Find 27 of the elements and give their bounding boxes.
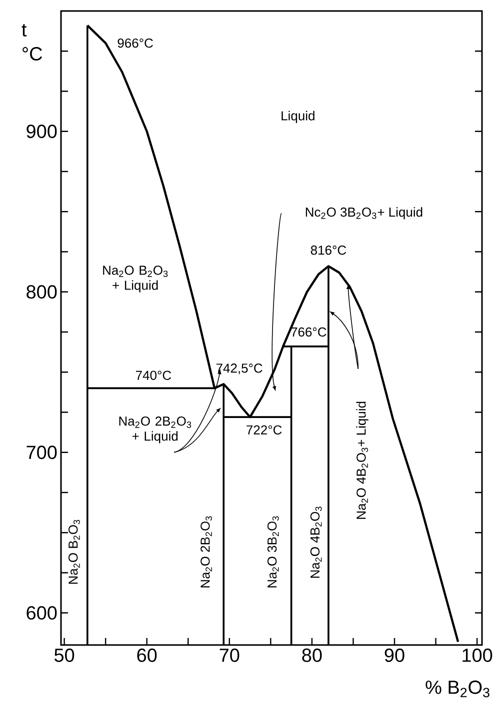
annotation: 766°C [291,327,326,337]
annotation: 816°C [310,246,346,255]
x-tick-label: 100 [462,648,492,662]
x-tick-label: 50 [54,648,74,662]
y-tick-label: 700 [26,446,57,460]
x-tick-label: 90 [384,648,404,662]
x-tick-label: 80 [302,648,322,662]
annotation: 722°C [246,425,282,435]
annotation: 966°C [118,38,153,48]
annotation: Nc$_{2}$O 3B$_{2}$O$_{3}$+ Liquid [306,207,422,220]
annotation: Na$_{2}$O B$_{2}$O$_{3}$ [68,520,80,584]
annotation: Na$_{2}$O 2B$_{2}$O$_{3}$ [200,516,212,588]
annotation: Na$_{2}$O 4B$_{2}$O$_{3}$+ Liquid [356,402,368,519]
y-axis-title: t °C [22,24,42,61]
annotation: Na$_{2}$O 4B$_{2}$O$_{3}$ [310,506,322,578]
annotation: 740°C [136,370,172,380]
y-tick-label: 800 [26,285,57,299]
y-tick-label: 900 [26,124,57,138]
annotation: 742,5°C [216,364,262,374]
x-tick-label: 60 [137,648,157,662]
annotation: Liquid [282,110,314,123]
annotation: Na$_{2}$O B$_{2}$O$_{3}$ + Liquid [103,266,168,292]
y-tick-label: 600 [26,606,57,620]
annotation: Na$_{2}$O 3B$_{2}$O$_{3}$ [267,516,279,588]
annotation: Na$_{2}$O 2B$_{2}$O$_{3}$ + Liquid [119,416,192,444]
x-tick-label: 70 [220,648,240,662]
x-axis-title: % B$_{2}$O$_{3}$ [426,680,490,698]
